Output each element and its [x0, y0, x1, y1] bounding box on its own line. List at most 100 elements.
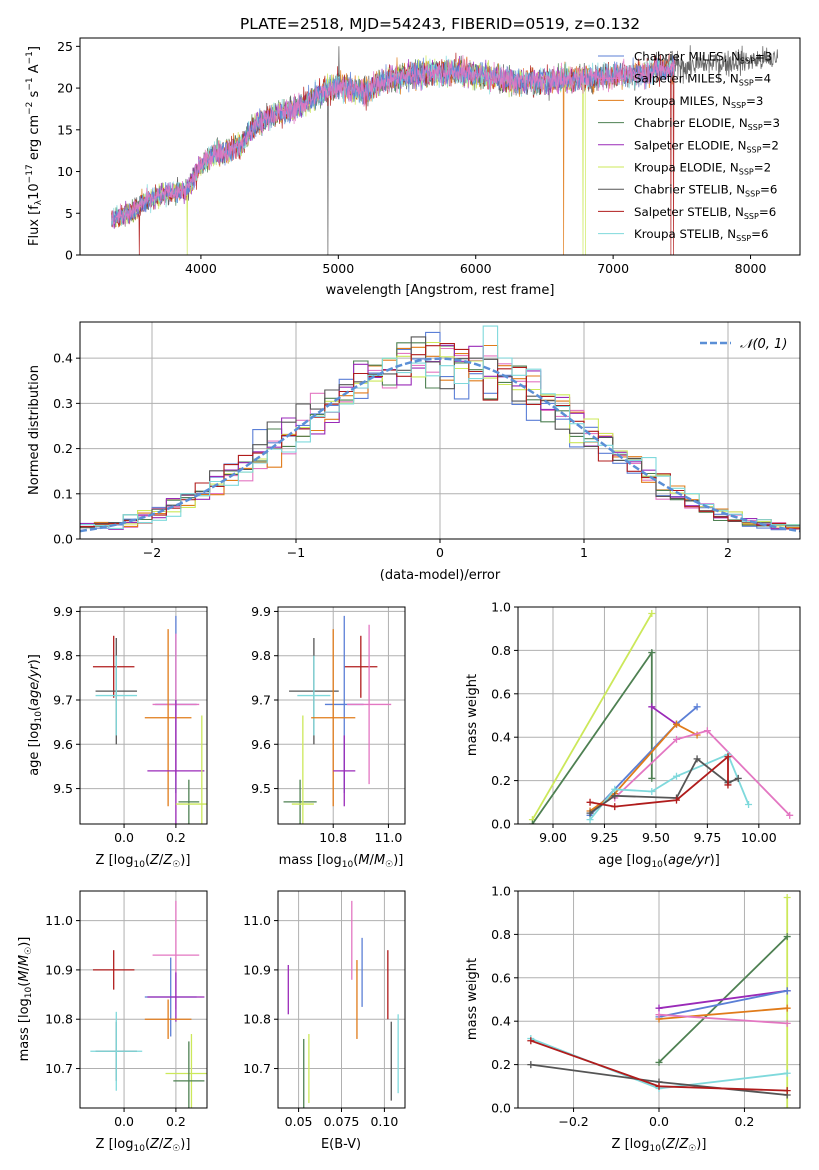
y-tick-label: 9.8 — [251, 648, 271, 663]
mass-weight-marker-salpeter_stelib — [655, 1082, 663, 1090]
y-tick-label: 1.0 — [491, 884, 511, 899]
mass-weight-marker-salpeter_stelib — [672, 796, 680, 804]
x-tick-label: 10.8 — [319, 830, 347, 845]
x-tick-label: 0.075 — [324, 1114, 360, 1129]
residual-histogram-salpeter_stelib — [80, 342, 800, 530]
y-tick-label: 0.2 — [491, 773, 511, 788]
legend-label-salpeter_stelib: Salpeter STELIB, NSSP=6 — [634, 205, 776, 221]
mass-weight-marker-salpeter_stelib — [724, 781, 732, 789]
x-tick-label: −2 — [143, 545, 161, 560]
y-tick-label: 9.6 — [251, 737, 271, 752]
mass-weight-marker-kroupa_stelib — [672, 772, 680, 780]
spectrum-panel: PLATE=2518, MJD=54243, FIBERID=0519, z=0… — [25, 15, 801, 298]
y-tick-label: 11.0 — [243, 913, 271, 928]
residuals-panel: −2 −1 0 1 2 0.0 0.1 0.2 0.3 0.4 (data-model)/erro… — [27, 321, 801, 583]
y-tick-label: 10.7 — [243, 1061, 271, 1076]
y-tick-label: 20 — [57, 81, 73, 96]
mass-weight-marker-salpeter_stelib — [586, 798, 594, 806]
mass-weight-marker-salpeter_miles — [655, 1011, 663, 1019]
mass-weight-marker-chabrier_stelib — [586, 809, 594, 817]
x-tick-label: 9.00 — [539, 830, 567, 845]
x-tick-label: 0.0 — [114, 830, 134, 845]
age-vs-z-axes — [79, 606, 208, 825]
mass-weight-marker-kroupa_stelib — [586, 816, 594, 824]
x-tick-label: 7000 — [597, 261, 629, 276]
y-tick-label: 0.8 — [491, 643, 511, 658]
residual-histogram-kroupa_stelib — [80, 325, 800, 529]
y-tick-label: 0.4 — [491, 1014, 511, 1029]
y-tick-label: 15 — [57, 122, 73, 137]
x-tick-label: 0 — [436, 545, 444, 560]
y-tick-label: 0.2 — [53, 441, 73, 456]
spectrum-axes — [79, 37, 801, 256]
x-tick-label: 9.25 — [591, 830, 619, 845]
mass-weight-marker-kroupa_elodie — [783, 894, 791, 902]
x-tick-label: 0.2 — [166, 1114, 186, 1129]
mass-weight-line-chabrier_miles — [658, 989, 788, 1018]
mass-weight-marker-chabrier_elodie — [648, 774, 656, 782]
age-vs-z-panel: 0.0 0.2 9.5 9.6 9.7 9.8 9.9 Z [log10(Z/Z☉)] ag… — [27, 604, 208, 870]
y-tick-label: 0.4 — [53, 351, 73, 366]
mass-weight-vs-age-panel: 9.00 9.25 9.50 9.75 10.000.00.20.40.60.81.0 … — [465, 600, 801, 870]
spectrum-ylabel: Flux [fλ10−17 erg cm−2 s−1 A−1] — [25, 46, 44, 246]
x-tick-label: 0.05 — [285, 1114, 313, 1129]
x-tick-label: 8000 — [735, 261, 767, 276]
mass-weight-line-salpeter_elodie — [658, 989, 788, 1010]
mass-weight-marker-salpeter_miles — [786, 811, 794, 819]
mass-weight-marker-salpeter_stelib — [527, 1037, 535, 1045]
mass-weight-marker-kroupa_stelib — [611, 785, 619, 793]
legend-label-salpeter_miles: Salpeter MILES, NSSP=4 — [634, 72, 771, 88]
mass-weight-line-chabrier_stelib — [589, 757, 739, 814]
legend-label-chabrier_elodie: Chabrier ELODIE, NSSP=3 — [634, 116, 780, 132]
mass-weight-vs-z-ylabel: mass weight — [465, 958, 480, 1040]
legend-label-kroupa_stelib: Kroupa STELIB, NSSP=6 — [634, 227, 768, 243]
age-vs-mass-panel: 10.8 11.0 9.5 9.6 9.7 9.8 9.9 mass [log10(M/M☉… — [251, 604, 406, 870]
legend-label-kroupa_elodie: Kroupa ELODIE, NSSP=2 — [634, 161, 771, 177]
age-vs-mass-xlabel: mass [log10(M/M☉)] — [279, 853, 404, 870]
y-tick-label: 0.6 — [491, 686, 511, 701]
mass-weight-line-kroupa_miles — [658, 1007, 788, 1020]
y-tick-label: 0.0 — [491, 817, 511, 832]
y-tick-label: 0.8 — [491, 927, 511, 942]
mass-weight-marker-chabrier_stelib — [527, 1061, 535, 1069]
mass-weight-line-salpeter_miles — [614, 729, 791, 816]
y-tick-label: 10 — [57, 164, 73, 179]
y-tick-label: 9.6 — [53, 737, 73, 752]
mass-vs-z-xlabel: Z [log10(Z/Z☉)] — [96, 1137, 191, 1154]
x-tick-label: 4000 — [185, 261, 217, 276]
mass-weight-marker-kroupa_stelib — [783, 1069, 791, 1077]
y-tick-label: 9.8 — [53, 648, 73, 663]
mass-weight-marker-salpeter_miles — [672, 735, 680, 743]
mass-weight-marker-kroupa_elodie — [783, 1104, 791, 1108]
x-tick-label: 0.10 — [370, 1114, 398, 1129]
y-tick-label: 0.0 — [53, 532, 73, 547]
y-tick-label: 10.8 — [45, 1012, 73, 1027]
legend-label-chabrier_miles: Chabrier MILES, NSSP=3 — [634, 50, 772, 66]
mass-weight-vs-z-panel: −0.2 0.0 0.2 0.0 0.2 0.4 0.6 0.8 1.0 Z [log10(Z/… — [465, 884, 801, 1154]
mass-weight-marker-chabrier_elodie — [528, 820, 536, 824]
legend-label-kroupa_miles: Kroupa MILES, NSSP=3 — [634, 94, 763, 110]
x-tick-label: 9.50 — [642, 830, 670, 845]
mass-vs-z-panel: 0.0 0.2 10.7 10.8 10.9 11.0 Z [log10(Z/Z☉)] m… — [17, 890, 208, 1154]
mass-weight-marker-kroupa_stelib — [745, 800, 753, 808]
legend-label-salpeter_elodie: Salpeter ELODIE, NSSP=2 — [634, 138, 779, 154]
legend-label-chabrier_stelib: Chabrier STELIB, NSSP=6 — [634, 183, 777, 199]
mass-weight-marker-salpeter_stelib — [783, 1087, 791, 1095]
mass-weight-marker-chabrier_stelib — [611, 792, 619, 800]
age-vs-z-xlabel: Z [log10(Z/Z☉)] — [96, 853, 191, 870]
spectrum-xlabel: wavelength [Angstrom, rest frame] — [326, 283, 555, 298]
x-tick-label: 5000 — [322, 261, 354, 276]
gaussian-curve — [80, 357, 800, 533]
y-tick-label: 1.0 — [491, 600, 511, 615]
y-tick-label: 0.3 — [53, 396, 73, 411]
y-tick-label: 0.2 — [491, 1057, 511, 1072]
mass-weight-marker-chabrier_stelib — [734, 774, 742, 782]
mass-weight-marker-kroupa_stelib — [648, 787, 656, 795]
mass-weight-marker-salpeter_stelib — [611, 803, 619, 811]
mass-vs-ebv-panel: 0.05 0.075 0.10 10.7 10.8 10.9 11.0 E(B-V) — [243, 890, 406, 1152]
mass-weight-vs-age-axes — [517, 606, 801, 825]
y-tick-label: 0.1 — [53, 486, 73, 501]
mass-weight-vs-age-xlabel: age [log10(age/yr)] — [598, 853, 720, 870]
spectrum-line-salpeter_miles — [111, 55, 676, 226]
